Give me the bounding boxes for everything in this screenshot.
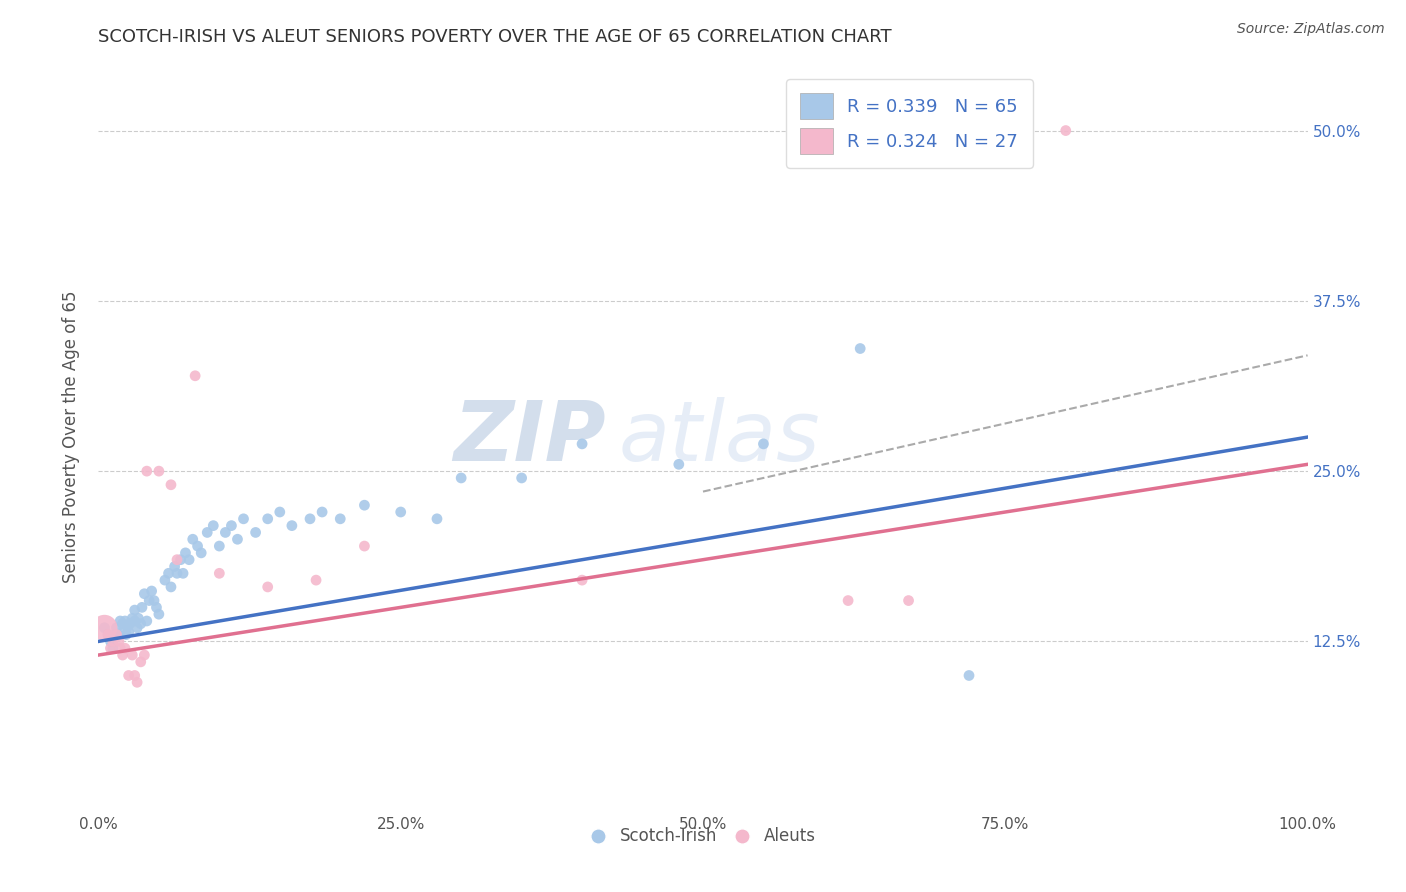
Point bbox=[256, 580, 278, 594]
Point bbox=[148, 464, 170, 478]
Point bbox=[118, 668, 141, 682]
Point bbox=[114, 641, 136, 656]
Point bbox=[181, 533, 204, 547]
Point bbox=[143, 593, 166, 607]
Point bbox=[837, 593, 859, 607]
Point bbox=[127, 621, 149, 635]
Point bbox=[93, 621, 115, 635]
Point bbox=[299, 512, 322, 526]
Point bbox=[118, 616, 141, 631]
Point bbox=[353, 498, 375, 512]
Point bbox=[226, 533, 249, 547]
Point bbox=[202, 518, 225, 533]
Text: Source: ZipAtlas.com: Source: ZipAtlas.com bbox=[1237, 22, 1385, 37]
Point bbox=[105, 621, 128, 635]
Point bbox=[166, 566, 188, 581]
Point bbox=[108, 614, 131, 628]
Point bbox=[135, 614, 157, 628]
Point bbox=[107, 627, 129, 641]
Point bbox=[214, 525, 236, 540]
Point bbox=[389, 505, 412, 519]
Point bbox=[160, 477, 183, 491]
Point bbox=[121, 611, 143, 625]
Point bbox=[93, 621, 115, 635]
Point bbox=[571, 573, 593, 587]
Point bbox=[138, 593, 160, 607]
Text: ZIP: ZIP bbox=[454, 397, 606, 477]
Point bbox=[668, 458, 690, 472]
Point bbox=[311, 505, 333, 519]
Point bbox=[269, 505, 291, 519]
Point bbox=[134, 648, 156, 662]
Point bbox=[111, 616, 134, 631]
Point bbox=[101, 641, 124, 656]
Point bbox=[114, 614, 136, 628]
Point bbox=[129, 616, 152, 631]
Point bbox=[157, 566, 180, 581]
Point bbox=[153, 573, 176, 587]
Point bbox=[134, 587, 156, 601]
Point bbox=[111, 624, 134, 639]
Point bbox=[166, 552, 188, 566]
Point bbox=[108, 641, 131, 656]
Point bbox=[105, 627, 128, 641]
Legend: Scotch-Irish, Aleuts: Scotch-Irish, Aleuts bbox=[583, 821, 823, 852]
Point bbox=[141, 584, 163, 599]
Point bbox=[145, 600, 167, 615]
Point bbox=[281, 518, 304, 533]
Point bbox=[135, 464, 157, 478]
Point bbox=[111, 648, 134, 662]
Point bbox=[127, 675, 149, 690]
Point bbox=[108, 634, 131, 648]
Point bbox=[184, 368, 207, 383]
Point bbox=[849, 342, 872, 356]
Point bbox=[329, 512, 352, 526]
Point bbox=[97, 627, 120, 641]
Point bbox=[510, 471, 533, 485]
Point bbox=[148, 607, 170, 622]
Point bbox=[232, 512, 254, 526]
Point bbox=[353, 539, 375, 553]
Point bbox=[103, 631, 125, 645]
Point bbox=[115, 627, 138, 641]
Point bbox=[124, 614, 146, 628]
Point bbox=[426, 512, 449, 526]
Point bbox=[1054, 123, 1077, 137]
Point bbox=[100, 634, 122, 648]
Point bbox=[174, 546, 197, 560]
Y-axis label: Seniors Poverty Over the Age of 65: Seniors Poverty Over the Age of 65 bbox=[62, 291, 80, 583]
Point bbox=[752, 437, 775, 451]
Point bbox=[195, 525, 218, 540]
Point bbox=[124, 603, 146, 617]
Point bbox=[124, 668, 146, 682]
Point bbox=[101, 634, 124, 648]
Point bbox=[127, 611, 149, 625]
Point bbox=[97, 627, 120, 641]
Point bbox=[131, 600, 153, 615]
Point bbox=[571, 437, 593, 451]
Point bbox=[100, 641, 122, 656]
Point bbox=[160, 580, 183, 594]
Point bbox=[117, 619, 139, 633]
Point bbox=[179, 552, 201, 566]
Point bbox=[221, 518, 243, 533]
Point bbox=[305, 573, 328, 587]
Point bbox=[245, 525, 267, 540]
Text: atlas: atlas bbox=[619, 397, 820, 477]
Point bbox=[121, 648, 143, 662]
Point bbox=[450, 471, 472, 485]
Point bbox=[208, 539, 231, 553]
Point bbox=[169, 552, 191, 566]
Point bbox=[163, 559, 186, 574]
Point bbox=[208, 566, 231, 581]
Point bbox=[190, 546, 212, 560]
Text: SCOTCH-IRISH VS ALEUT SENIORS POVERTY OVER THE AGE OF 65 CORRELATION CHART: SCOTCH-IRISH VS ALEUT SENIORS POVERTY OV… bbox=[98, 28, 891, 45]
Point bbox=[187, 539, 209, 553]
Point bbox=[172, 566, 194, 581]
Point bbox=[957, 668, 980, 682]
Point bbox=[129, 655, 152, 669]
Point bbox=[118, 624, 141, 639]
Point bbox=[897, 593, 920, 607]
Point bbox=[256, 512, 278, 526]
